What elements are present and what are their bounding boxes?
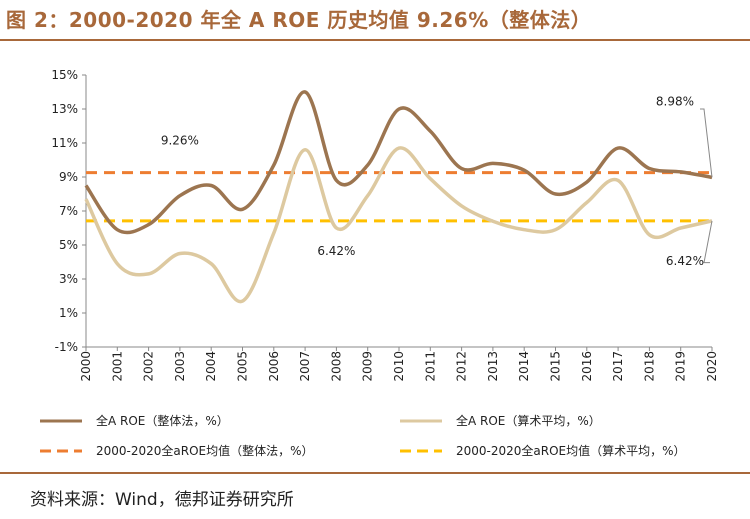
x-tick-label: 2001 xyxy=(110,351,124,382)
x-tick-label: 2012 xyxy=(455,351,469,382)
y-tick-label: 11% xyxy=(51,136,78,150)
x-tick-label: 2003 xyxy=(173,351,187,382)
annotation-leader xyxy=(703,220,713,264)
x-tick-label: 2005 xyxy=(236,351,250,382)
x-tick-label: 2017 xyxy=(611,351,625,382)
x-tick-label: 2004 xyxy=(204,351,218,382)
y-tick-label: 3% xyxy=(59,272,78,286)
y-tick-label: 15% xyxy=(51,68,78,82)
legend-label: 2000-2020全aROE均值（算术平均，%） xyxy=(456,443,686,458)
annotation-label: 8.98% xyxy=(656,94,694,108)
source-note: 资料来源：Wind，德邦证券研究所 xyxy=(30,490,294,510)
chart-series xyxy=(84,90,713,304)
x-tick-label: 2002 xyxy=(142,351,156,382)
y-tick-label: 7% xyxy=(59,204,78,218)
x-tick-label: 2018 xyxy=(642,351,656,382)
x-tick-label: 2020 xyxy=(705,351,719,382)
annotation-leader xyxy=(700,108,713,178)
chart-legend: 全A ROE（整体法，%） 全A ROE（算术平均，%） 2000-2020全aRO… xyxy=(40,413,686,458)
source-divider xyxy=(0,472,750,474)
y-tick-label: 1% xyxy=(59,306,78,320)
annotation-label: 6.42% xyxy=(317,244,355,258)
series-line-0 xyxy=(84,90,713,235)
x-tick-label: 2011 xyxy=(423,351,437,382)
x-tick-label: 2009 xyxy=(361,351,375,382)
x-tick-label: 2007 xyxy=(298,351,312,382)
roe-line-chart: 15% 13% 11% 9% 7% 5% 3% 1% -1%2000 2001 2002 2003 20… xyxy=(40,68,719,458)
x-tick-label: 2019 xyxy=(674,351,688,382)
x-tick-label: 2010 xyxy=(392,351,406,382)
chart-axes xyxy=(82,74,713,351)
y-tick-label: 5% xyxy=(59,238,78,252)
x-tick-label: 2014 xyxy=(517,351,531,382)
axis-ticks: 15% 13% 11% 9% 7% 5% 3% 1% -1%2000 2001 2002 2003 20… xyxy=(51,68,719,382)
figure-title: 图 2：2000-2020 年全 A ROE 历史均值 9.26%（整体法） xyxy=(6,8,592,32)
x-tick-label: 2013 xyxy=(486,351,500,382)
annotation-label: 6.42% xyxy=(666,254,704,268)
legend-label: 全A ROE（整体法，%） xyxy=(96,413,229,428)
x-tick-label: 2015 xyxy=(549,351,563,382)
x-tick-label: 2016 xyxy=(580,351,594,382)
title-divider xyxy=(0,39,750,41)
y-tick-label: 13% xyxy=(51,102,78,116)
y-tick-label: 9% xyxy=(59,170,78,184)
legend-label: 全A ROE（算术平均，%） xyxy=(456,413,601,428)
annotation-label: 9.26% xyxy=(161,134,199,148)
x-tick-label: 2006 xyxy=(267,351,281,382)
series-line-1 xyxy=(84,146,713,304)
legend-label: 2000-2020全aROE均值（整体法，%） xyxy=(96,443,314,458)
x-tick-label: 2000 xyxy=(79,351,93,382)
y-tick-label: -1% xyxy=(55,340,78,354)
x-tick-label: 2008 xyxy=(329,351,343,382)
chart-annotations: 9.26% 8.98% 6.42% 6.42% xyxy=(161,94,713,268)
